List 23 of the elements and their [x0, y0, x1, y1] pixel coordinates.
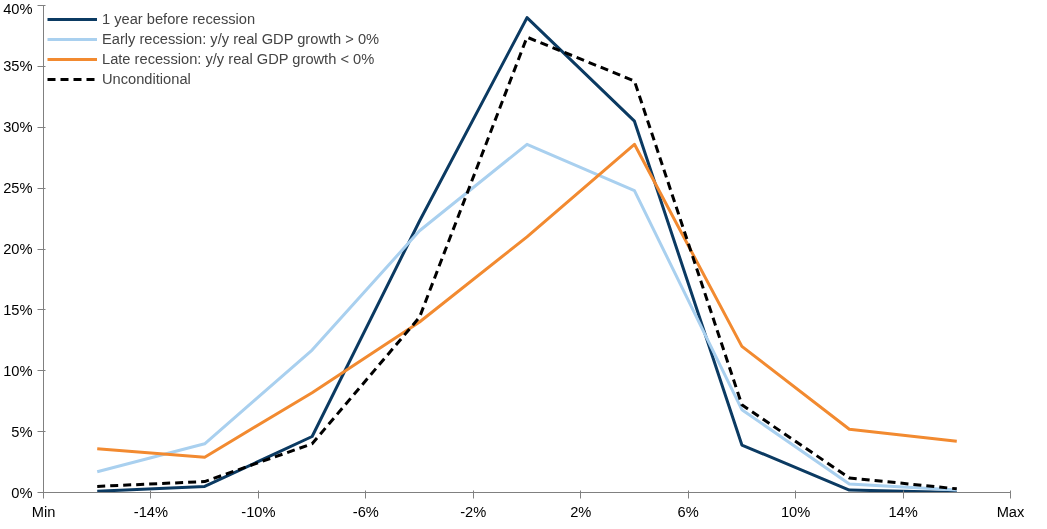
x-tick-label: 6% — [677, 503, 699, 520]
x-tick-label: -10% — [241, 503, 276, 520]
x-tick-label: -2% — [460, 503, 487, 520]
y-tick-label: 40% — [3, 0, 33, 17]
y-tick-label: 10% — [3, 362, 33, 379]
x-tick-label: 10% — [780, 503, 811, 520]
legend-label: Early recession: y/y real GDP growth > 0% — [102, 31, 380, 47]
legend-label: Unconditional — [102, 71, 191, 87]
legend-label: 1 year before recession — [102, 11, 256, 27]
y-tick-label: 30% — [3, 119, 33, 136]
x-tick-label: -6% — [352, 503, 379, 520]
x-tick-label: 14% — [888, 503, 918, 520]
y-tick-label: 25% — [3, 180, 33, 197]
x-tick-label: Min — [31, 503, 56, 520]
y-tick-label: 0% — [11, 484, 33, 501]
x-tick-label: 2% — [570, 503, 592, 520]
y-tick-label: 20% — [3, 241, 33, 257]
x-tick-label: Max — [996, 503, 1026, 520]
y-tick-label: 15% — [3, 301, 33, 318]
legend-label: Late recession: y/y real GDP growth < 0% — [102, 51, 375, 67]
y-tick-label: 35% — [3, 58, 33, 75]
x-tick-label: -14% — [133, 503, 169, 520]
y-tick-label: 5% — [11, 423, 33, 440]
